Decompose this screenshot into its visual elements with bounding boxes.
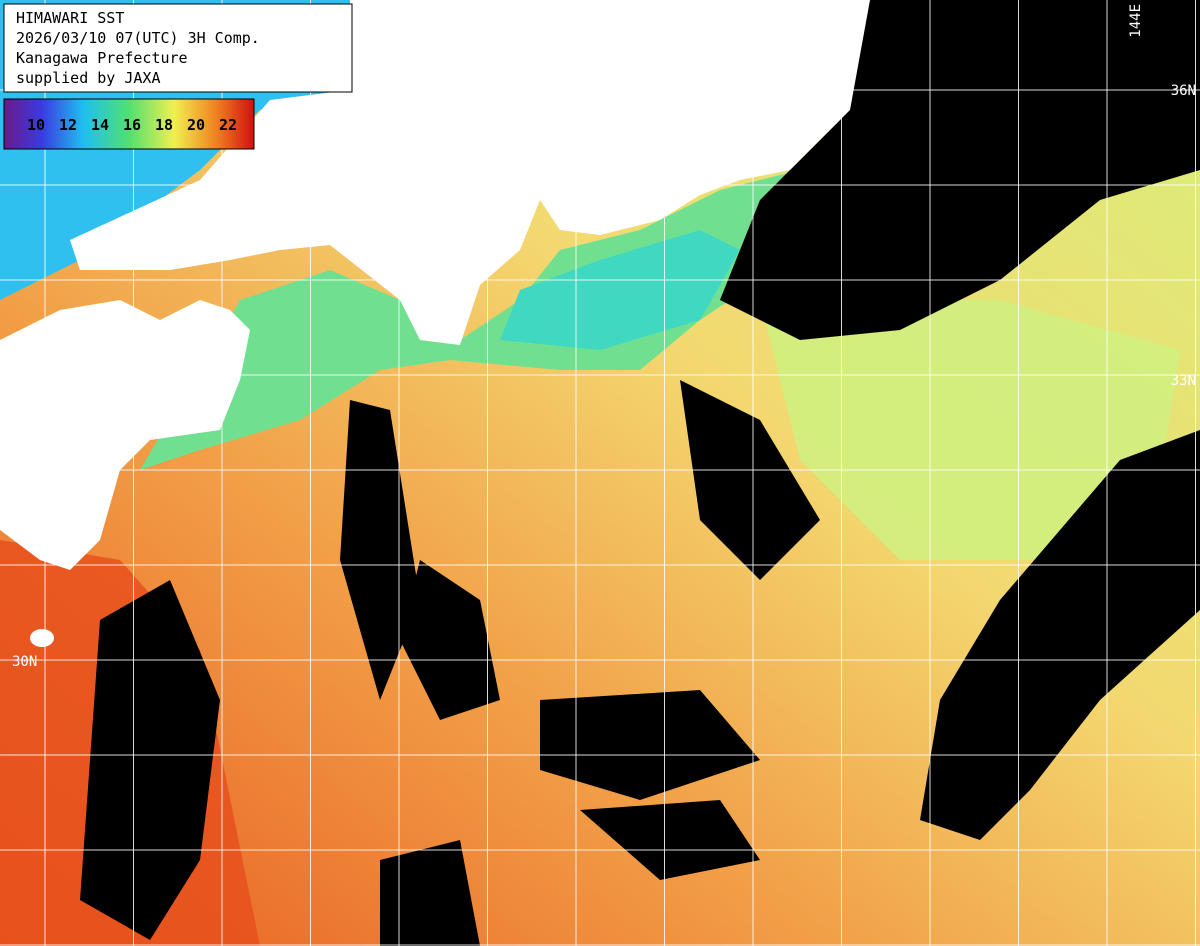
legend-label: 10 xyxy=(27,116,45,134)
color-bar xyxy=(3,98,255,150)
longitude-label: 135E xyxy=(484,4,500,38)
header-line: Kanagawa Prefecture xyxy=(16,49,188,67)
header-background xyxy=(3,3,353,93)
header-line: 2026/03/10 07(UTC) 3H Comp. xyxy=(16,29,260,47)
legend-label: 16 xyxy=(123,116,141,134)
legend-labels: 10 12 14 16 18 20 22 xyxy=(27,116,237,134)
latitude-label: 33N xyxy=(1171,373,1196,389)
header-box: HIMAWARI SST 2026/03/10 07(UTC) 3H Comp. K… xyxy=(3,3,353,93)
header-line: supplied by JAXA xyxy=(16,69,161,87)
grid-labels: 135E 144E 36N 33N 30N xyxy=(12,4,1196,670)
legend-label: 22 xyxy=(219,116,237,134)
header-text: HIMAWARI SST 2026/03/10 07(UTC) 3H Comp. K… xyxy=(16,9,260,87)
longitude-label: 144E xyxy=(1128,4,1144,38)
legend-label: 12 xyxy=(59,116,77,134)
header-line: HIMAWARI SST xyxy=(16,9,124,27)
legend-label: 18 xyxy=(155,116,173,134)
color-legend: 10 12 14 16 18 20 22 xyxy=(3,98,255,150)
latitude-label: 30N xyxy=(12,654,37,670)
legend-label: 20 xyxy=(187,116,205,134)
latitude-label: 36N xyxy=(1171,83,1196,99)
land xyxy=(0,0,870,647)
legend-label: 14 xyxy=(91,116,109,134)
